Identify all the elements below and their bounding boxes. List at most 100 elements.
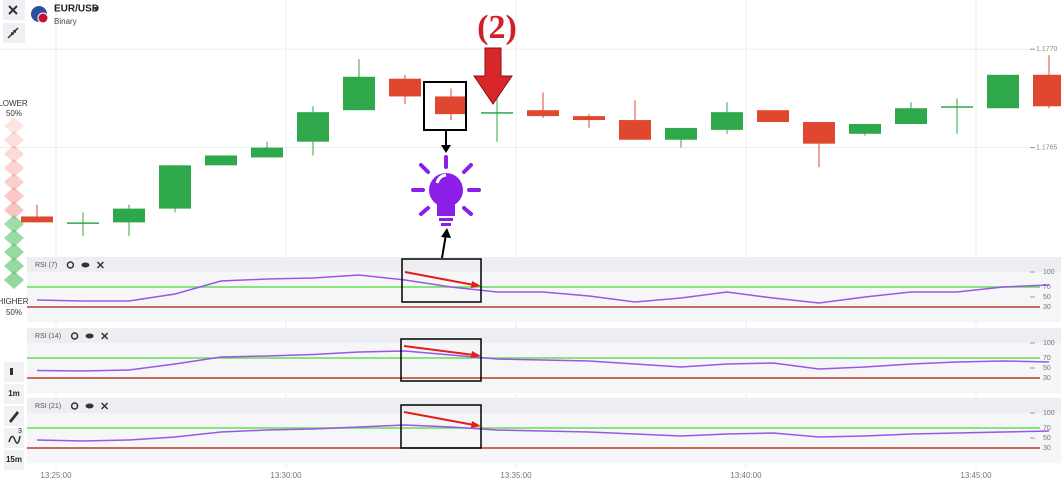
sentiment-diamond bbox=[4, 229, 24, 247]
lightbulb bbox=[429, 173, 463, 207]
settings-icon[interactable] bbox=[70, 402, 79, 410]
candle-body bbox=[435, 96, 467, 115]
candle-body bbox=[573, 116, 605, 121]
remove-icon[interactable] bbox=[101, 402, 109, 410]
rsi-line bbox=[36, 274, 1050, 304]
indicator-header bbox=[27, 328, 1061, 343]
dropdown-arrow[interactable] bbox=[93, 7, 99, 11]
indicator-header bbox=[27, 257, 1061, 272]
candle-body bbox=[159, 165, 191, 209]
rsi-line bbox=[36, 350, 1050, 372]
lower-label: LOWER bbox=[0, 99, 28, 108]
candle-body bbox=[21, 216, 53, 223]
sentiment-diamond bbox=[4, 117, 24, 135]
candle-body bbox=[849, 123, 881, 134]
candle-body bbox=[665, 127, 697, 140]
indicator-title: RSI (14) bbox=[35, 333, 61, 340]
candle-body bbox=[941, 106, 973, 108]
annotation-label: (2) bbox=[477, 9, 517, 46]
candle-body bbox=[297, 112, 329, 142]
candle-body bbox=[67, 222, 99, 224]
y-tick-label: 50 bbox=[1043, 365, 1051, 372]
symbol[interactable]: EUR/USD bbox=[54, 4, 99, 15]
candle-body bbox=[113, 208, 145, 223]
candle-body bbox=[895, 108, 927, 124]
candle-body bbox=[987, 74, 1019, 109]
settings-icon[interactable] bbox=[66, 261, 75, 269]
candle-body bbox=[711, 112, 743, 130]
mode: Binary bbox=[54, 17, 77, 26]
arrow-head bbox=[471, 281, 481, 288]
candle-body bbox=[619, 120, 651, 140]
sentiment-diamond bbox=[4, 187, 24, 205]
sentiment-diamond bbox=[4, 173, 24, 191]
lower-pct: 50% bbox=[6, 109, 22, 118]
indicator-title: RSI (7) bbox=[35, 262, 57, 269]
lightbulb-base bbox=[441, 223, 451, 226]
rsi-line bbox=[36, 424, 1050, 442]
arrow bbox=[441, 233, 447, 259]
chart-type-button[interactable] bbox=[4, 362, 24, 382]
higher-pct: 50% bbox=[6, 308, 22, 317]
arrow bbox=[403, 345, 475, 356]
y-tick-label: 100 bbox=[1043, 340, 1055, 347]
timeframe[interactable]: 15m bbox=[6, 455, 22, 464]
remove-icon[interactable] bbox=[101, 332, 109, 340]
y-tick-label: 30 bbox=[1043, 445, 1051, 452]
collapse-icon bbox=[7, 27, 19, 39]
y-tick-label: 1.1770 bbox=[1036, 46, 1058, 53]
sentiment-diamond bbox=[4, 159, 24, 177]
sentiment-diamond bbox=[4, 243, 24, 261]
lightbulb-shine bbox=[435, 173, 447, 184]
sentiment-diamond bbox=[4, 257, 24, 275]
remove-icon[interactable] bbox=[96, 261, 104, 269]
settings-icon[interactable] bbox=[70, 332, 79, 340]
x-tick-label: 13:40:00 bbox=[730, 471, 762, 480]
marks bbox=[21, 55, 1061, 449]
visibility-icon[interactable] bbox=[81, 262, 90, 268]
arrow-head bbox=[441, 145, 451, 153]
sentiment-bar bbox=[4, 117, 24, 289]
pencil-icon bbox=[9, 411, 19, 423]
highlight-box bbox=[400, 404, 482, 449]
candle-body bbox=[343, 76, 375, 111]
indicator-count: 3 bbox=[18, 428, 22, 435]
highlight-box bbox=[401, 258, 482, 303]
indicator-header bbox=[27, 398, 1061, 413]
sentiment-diamond bbox=[4, 145, 24, 163]
y-tick-label: 50 bbox=[1043, 294, 1051, 301]
candle-body bbox=[389, 78, 421, 97]
candle-body bbox=[1033, 74, 1061, 107]
highlight-box bbox=[400, 338, 482, 382]
sentiment-diamond bbox=[4, 215, 24, 233]
candle-body bbox=[205, 155, 237, 166]
chart-type-icon bbox=[10, 368, 13, 375]
annotations: (2) bbox=[400, 9, 517, 449]
timeframe[interactable]: 1m bbox=[8, 389, 20, 398]
y-tick-label: 100 bbox=[1043, 410, 1055, 417]
currency-flag bbox=[37, 12, 49, 24]
higher-label: HIGHER bbox=[0, 297, 29, 306]
candle-body bbox=[803, 122, 835, 144]
visibility-icon[interactable] bbox=[85, 403, 94, 409]
y-tick-label: 50 bbox=[1043, 435, 1051, 442]
arrow bbox=[403, 411, 475, 426]
timeframe-button[interactable] bbox=[4, 384, 24, 404]
lightbulb-base bbox=[439, 218, 453, 221]
sentiment-diamond bbox=[4, 131, 24, 149]
y-tick-label: 30 bbox=[1043, 304, 1051, 311]
candle-body bbox=[527, 110, 559, 117]
signal-arrow bbox=[473, 47, 513, 105]
candle-body bbox=[251, 147, 283, 158]
x-tick-label: 13:30:00 bbox=[270, 471, 302, 480]
collapse-button[interactable] bbox=[3, 23, 25, 43]
sentiment-diamond bbox=[4, 201, 24, 219]
sentiment-diamond bbox=[4, 271, 24, 289]
arrow-head bbox=[471, 421, 481, 428]
visibility-icon[interactable] bbox=[85, 333, 94, 339]
candle-body bbox=[757, 110, 789, 123]
x-tick-label: 13:35:00 bbox=[500, 471, 532, 480]
expiry-button[interactable] bbox=[4, 450, 24, 470]
